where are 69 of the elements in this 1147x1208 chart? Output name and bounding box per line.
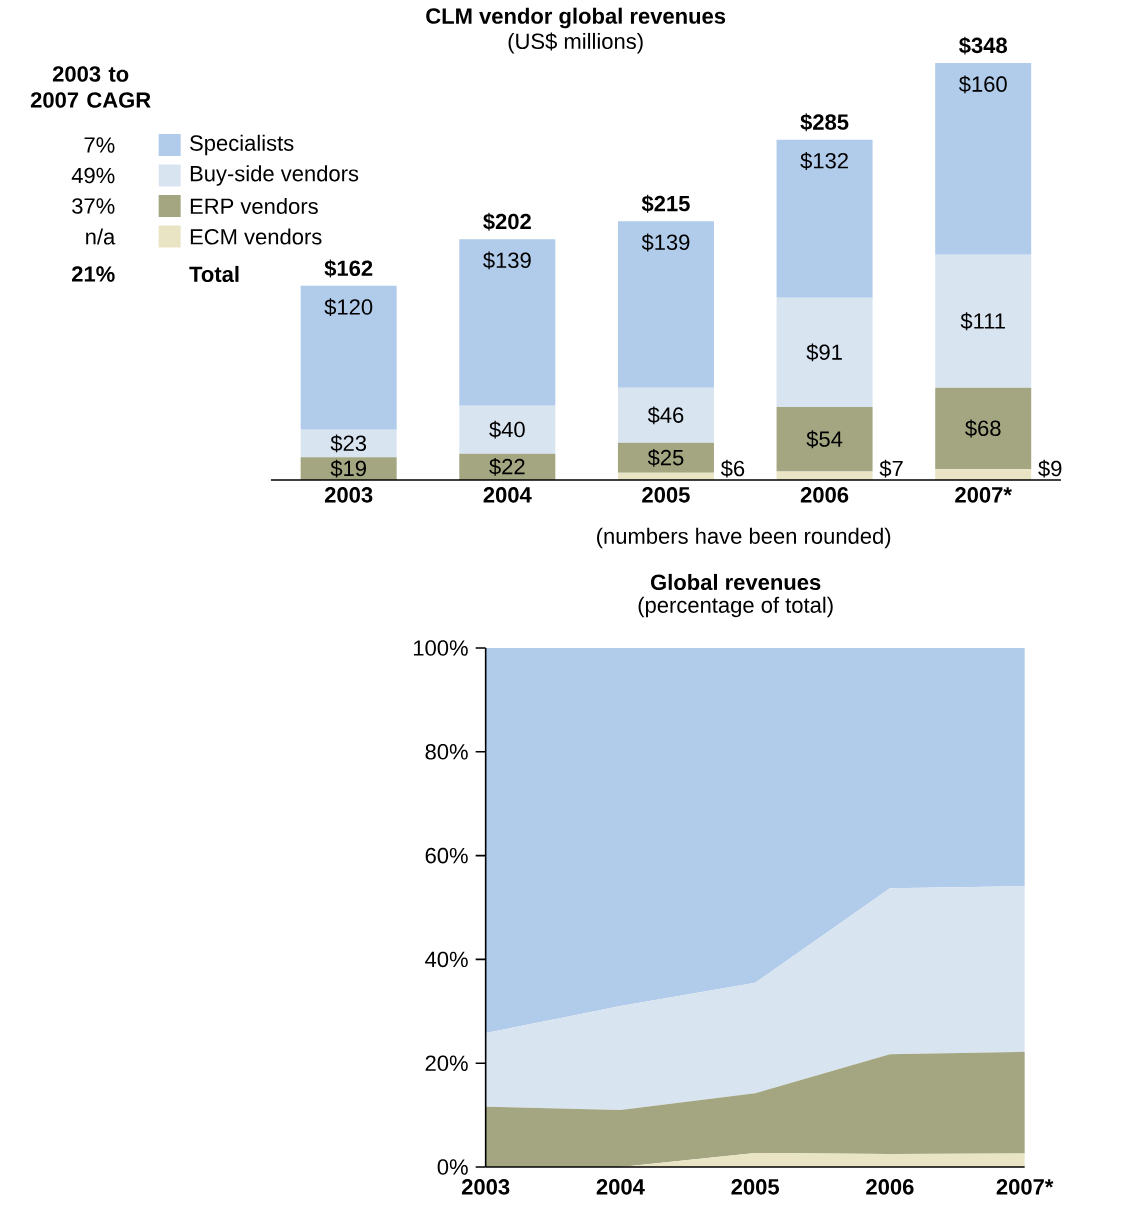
total-label: $348 [959,36,1008,55]
chart-title: Global revenues [651,573,821,591]
y-tick-label: 100% [414,640,468,656]
x-tick-label: 2006 [866,1179,914,1195]
text: 7% [84,137,115,153]
x-tick-label: 2003 [325,487,373,503]
bar [935,254,1032,388]
legend-label: ERP vendors [191,197,319,215]
data-label: $46 [648,406,684,425]
bar [935,387,1032,470]
data-label: $22 [489,457,525,476]
total-label: $162 [324,259,373,278]
data-label: $9 [1038,459,1062,478]
bar [618,387,715,443]
data-label: $54 [806,430,843,449]
data-label: $91 [806,343,843,362]
text: n/a [86,228,116,245]
bar [776,406,873,472]
x-tick-label: 2003 [462,1179,510,1195]
chart-subtitle: (percentage of total) [638,596,833,618]
x-tick-label: 2007* [996,1179,1054,1195]
total-label: $202 [483,212,532,231]
bar [935,469,1032,480]
bar [935,62,1032,255]
data-label: $132 [800,152,849,170]
bar [776,139,873,298]
data-label: $139 [483,251,531,270]
y-tick-label: 40% [425,951,468,968]
bar [300,285,397,430]
bar [300,429,397,458]
y-tick-label: 60% [425,847,468,864]
total-label: $285 [800,113,849,132]
y-tick-label: 80% [425,744,468,760]
data-label: $23 [330,434,367,453]
legend-label: ECM vendors [191,228,322,245]
text: (numbers have been rounded) [597,527,891,549]
data-label: $139 [641,233,690,252]
total-label: $215 [641,194,690,213]
data-label: $160 [959,75,1007,94]
x-tick-label: 2006 [801,487,849,503]
text: 21% [72,266,115,282]
text: Total [189,265,239,283]
data-label: $7 [879,459,903,478]
legend-label: Specialists [190,134,294,156]
bar [776,297,873,407]
x-tick-label: 2007* [955,487,1013,503]
chart-title: CLM vendor global revenues [426,7,726,29]
data-label: $25 [648,448,684,467]
data-label: $111 [960,312,1006,331]
data-label: $68 [965,419,1001,438]
bar [459,239,556,406]
x-tick-label: 2005 [731,1179,780,1195]
legend-label: Buy-side vendors [191,165,359,186]
y-tick-label: 20% [425,1055,468,1071]
data-label: $120 [324,298,373,317]
legend-title: 2003 to 2007 CAGR [31,66,151,108]
bar [459,405,556,454]
x-tick-label: 2005 [642,487,690,503]
data-label: $19 [330,459,367,478]
x-tick-label: 2004 [596,1179,645,1195]
bar [618,442,715,473]
text: 37% [72,198,115,214]
data-label: $6 [721,459,745,478]
chart-subtitle: (US$ millions) [508,32,643,54]
text: 49% [71,167,115,184]
bar [618,221,715,388]
y-tick-label: 0% [437,1159,468,1175]
x-tick-label: 2004 [483,487,532,503]
data-label: $40 [489,420,525,439]
